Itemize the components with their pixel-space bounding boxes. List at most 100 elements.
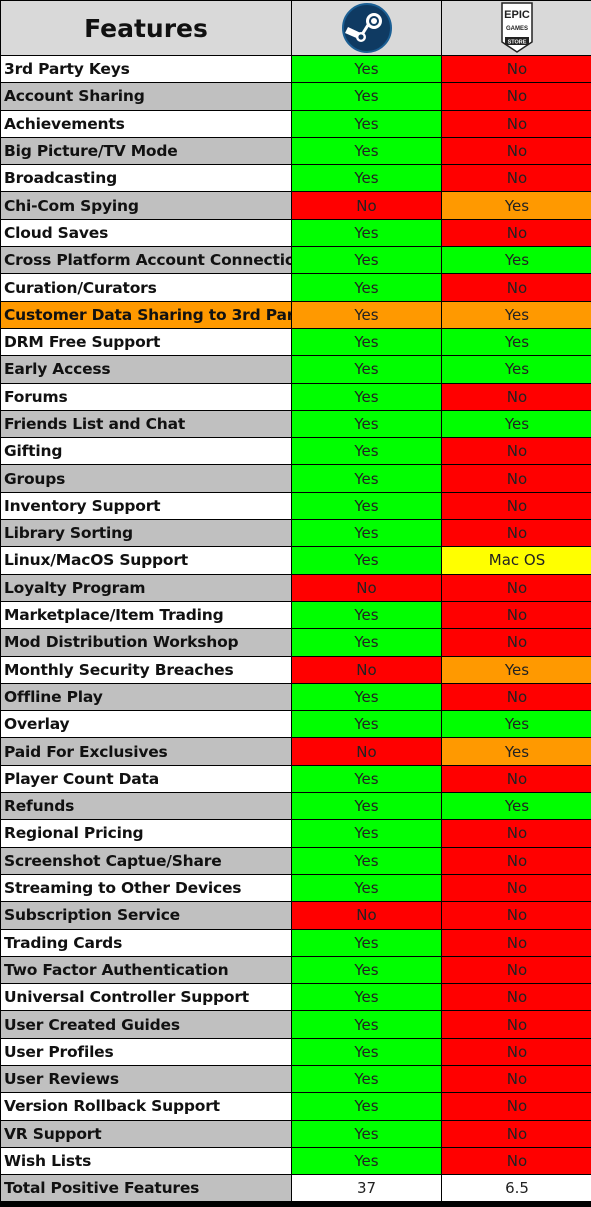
- feature-label-broadcasting: Broadcasting: [1, 165, 291, 193]
- steam-logo-icon: [341, 3, 392, 53]
- epic-value-universal-controller-support: No: [442, 984, 591, 1012]
- total-label: Total Positive Features: [1, 1175, 291, 1203]
- epic-value-friends-list-and-chat: Yes: [442, 410, 591, 439]
- steam-value-universal-controller-support: Yes: [292, 984, 441, 1012]
- steam-value-monthly-security-breaches: No: [292, 656, 441, 684]
- feature-label-forums: Forums: [1, 383, 291, 411]
- feature-label-library-sorting: Library Sorting: [1, 520, 291, 548]
- steam-value-forums: Yes: [292, 383, 441, 411]
- steam-value-loyalty-program: No: [292, 574, 441, 602]
- steam-value-broadcasting: Yes: [292, 165, 441, 193]
- steam-value-user-reviews: Yes: [292, 1065, 441, 1094]
- steam-value-version-rollback-support: Yes: [292, 1093, 441, 1121]
- feature-label-curation-curators: Curation/Curators: [1, 274, 291, 302]
- feature-label-vr-support: VR Support: [1, 1120, 291, 1148]
- epic-value-account-sharing: No: [442, 83, 591, 111]
- steam-value-account-sharing: Yes: [292, 83, 441, 111]
- feature-label-friends-list-and-chat: Friends List and Chat: [1, 410, 291, 439]
- features-header: Features: [1, 1, 291, 56]
- epic-value-vr-support: No: [442, 1120, 591, 1148]
- steam-value-player-count-data: Yes: [292, 765, 441, 794]
- epic-value-library-sorting: No: [442, 520, 591, 548]
- steam-value-groups: Yes: [292, 465, 441, 493]
- steam-value-streaming-to-other-devices: Yes: [292, 874, 441, 903]
- epic-value-cloud-saves: No: [442, 219, 591, 248]
- feature-label-cloud-saves: Cloud Saves: [1, 219, 291, 248]
- epic-value-user-reviews: No: [442, 1065, 591, 1094]
- epic-value-inventory-support: No: [442, 492, 591, 521]
- feature-label-account-sharing: Account Sharing: [1, 83, 291, 111]
- epic-value-chi-com-spying: Yes: [442, 192, 591, 220]
- steam-value-3rd-party-keys: Yes: [292, 56, 441, 84]
- epic-value-mod-distribution-workshop: No: [442, 629, 591, 657]
- feature-label-3rd-party-keys: 3rd Party Keys: [1, 56, 291, 84]
- feature-label-linux-macos-support: Linux/MacOS Support: [1, 547, 291, 575]
- steam-value-chi-com-spying: No: [292, 192, 441, 220]
- epic-value-wish-lists: No: [442, 1147, 591, 1176]
- epic-value-gifting: No: [442, 438, 591, 466]
- feature-label-player-count-data: Player Count Data: [1, 765, 291, 794]
- epic-value-3rd-party-keys: No: [442, 56, 591, 84]
- steam-value-early-access: Yes: [292, 356, 441, 384]
- feature-label-paid-for-exclusives: Paid For Exclusives: [1, 738, 291, 766]
- steam-value-user-profiles: Yes: [292, 1038, 441, 1066]
- epic-value-customer-data-sharing-to-3rd-party: Yes: [442, 301, 591, 329]
- steam-value-overlay: Yes: [292, 711, 441, 739]
- feature-label-marketplace-item-trading: Marketplace/Item Trading: [1, 601, 291, 630]
- epic-value-paid-for-exclusives: Yes: [442, 738, 591, 766]
- feature-label-trading-cards: Trading Cards: [1, 929, 291, 957]
- steam-value-curation-curators: Yes: [292, 274, 441, 302]
- epic-header: EPIC GAMES STORE: [442, 1, 591, 56]
- epic-value-achievements: No: [442, 110, 591, 138]
- epic-value-user-created-guides: No: [442, 1011, 591, 1039]
- feature-label-loyalty-program: Loyalty Program: [1, 574, 291, 602]
- epic-value-regional-pricing: No: [442, 820, 591, 848]
- steam-value-paid-for-exclusives: No: [292, 738, 441, 766]
- steam-value-linux-macos-support: Yes: [292, 547, 441, 575]
- epic-value-drm-free-support: Yes: [442, 328, 591, 357]
- steam-value-two-factor-authentication: Yes: [292, 956, 441, 985]
- epic-games-store-logo-icon: EPIC GAMES STORE: [501, 2, 533, 53]
- epic-value-early-access: Yes: [442, 356, 591, 384]
- feature-label-screenshot-captue-share: Screenshot Captue/Share: [1, 847, 291, 875]
- feature-label-chi-com-spying: Chi-Com Spying: [1, 192, 291, 220]
- epic-value-offline-play: No: [442, 683, 591, 712]
- feature-label-groups: Groups: [1, 465, 291, 493]
- steam-value-library-sorting: Yes: [292, 520, 441, 548]
- features-title: Features: [84, 13, 208, 43]
- feature-label-regional-pricing: Regional Pricing: [1, 820, 291, 848]
- feature-label-mod-distribution-workshop: Mod Distribution Workshop: [1, 629, 291, 657]
- epic-value-curation-curators: No: [442, 274, 591, 302]
- epic-value-streaming-to-other-devices: No: [442, 874, 591, 903]
- feature-label-wish-lists: Wish Lists: [1, 1147, 291, 1176]
- epic-logo-games: GAMES: [506, 26, 528, 32]
- steam-value-customer-data-sharing-to-3rd-party: Yes: [292, 301, 441, 329]
- feature-label-two-factor-authentication: Two Factor Authentication: [1, 956, 291, 985]
- epic-value-version-rollback-support: No: [442, 1093, 591, 1121]
- steam-value-cross-platform-account-connection: Yes: [292, 247, 441, 275]
- steam-value-wish-lists: Yes: [292, 1147, 441, 1176]
- steam-value-inventory-support: Yes: [292, 492, 441, 521]
- steam-value-big-picture-tv-mode: Yes: [292, 137, 441, 166]
- steam-total-value: 37: [292, 1175, 441, 1203]
- epic-value-cross-platform-account-connection: Yes: [442, 247, 591, 275]
- feature-label-version-rollback-support: Version Rollback Support: [1, 1093, 291, 1121]
- epic-value-loyalty-program: No: [442, 574, 591, 602]
- epic-value-screenshot-captue-share: No: [442, 847, 591, 875]
- steam-value-regional-pricing: Yes: [292, 820, 441, 848]
- steam-value-marketplace-item-trading: Yes: [292, 601, 441, 630]
- feature-label-customer-data-sharing-to-3rd-party: Customer Data Sharing to 3rd Party: [1, 301, 291, 329]
- epic-value-two-factor-authentication: No: [442, 956, 591, 985]
- feature-label-overlay: Overlay: [1, 711, 291, 739]
- epic-value-user-profiles: No: [442, 1038, 591, 1066]
- epic-value-linux-macos-support: Mac OS: [442, 547, 591, 575]
- feature-label-early-access: Early Access: [1, 356, 291, 384]
- feature-label-offline-play: Offline Play: [1, 683, 291, 712]
- epic-total-value: 6.5: [442, 1175, 591, 1203]
- feature-label-drm-free-support: DRM Free Support: [1, 328, 291, 357]
- epic-value-overlay: Yes: [442, 711, 591, 739]
- steam-value-subscription-service: No: [292, 902, 441, 930]
- steam-value-cloud-saves: Yes: [292, 219, 441, 248]
- epic-logo-store: STORE: [508, 40, 527, 46]
